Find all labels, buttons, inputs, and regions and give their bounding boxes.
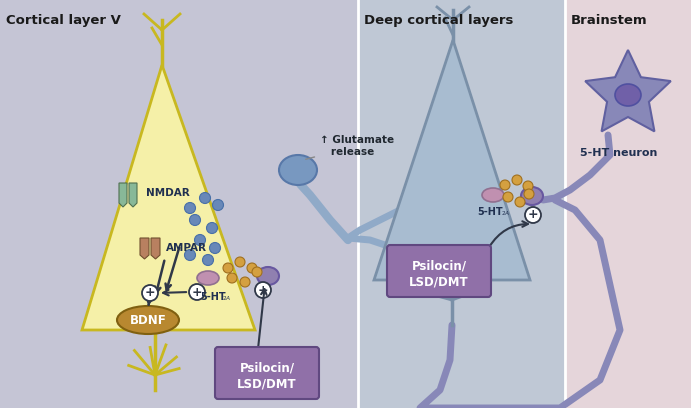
Text: LSD/DMT: LSD/DMT <box>409 275 468 288</box>
Ellipse shape <box>482 188 504 202</box>
Text: +: + <box>258 284 268 297</box>
Circle shape <box>184 250 196 260</box>
Circle shape <box>503 192 513 202</box>
Text: $_{2A}$: $_{2A}$ <box>501 209 511 218</box>
Bar <box>0 0 358 408</box>
Circle shape <box>200 193 211 204</box>
Text: Psilocin/: Psilocin/ <box>240 361 294 375</box>
Text: Brainstem: Brainstem <box>571 14 647 27</box>
Text: AMPAR: AMPAR <box>166 243 207 253</box>
Text: Psilocin/: Psilocin/ <box>412 259 466 273</box>
Circle shape <box>240 277 250 287</box>
Text: 5-HT: 5-HT <box>200 292 226 302</box>
Circle shape <box>207 222 218 233</box>
Circle shape <box>235 257 245 267</box>
Text: +: + <box>144 286 155 299</box>
Text: 5-HT neuron: 5-HT neuron <box>580 148 657 158</box>
Circle shape <box>255 282 271 298</box>
Text: Deep cortical layers: Deep cortical layers <box>364 14 513 27</box>
Text: $_{2A}$: $_{2A}$ <box>222 294 231 303</box>
Polygon shape <box>374 40 530 280</box>
Polygon shape <box>151 238 160 259</box>
Circle shape <box>512 175 522 185</box>
Circle shape <box>189 284 205 300</box>
Circle shape <box>194 235 205 246</box>
Circle shape <box>525 207 541 223</box>
Text: +: + <box>191 286 202 299</box>
Text: Cortical layer V: Cortical layer V <box>6 14 121 27</box>
Ellipse shape <box>615 84 641 106</box>
Polygon shape <box>129 183 137 207</box>
Circle shape <box>213 200 223 211</box>
Circle shape <box>202 255 214 266</box>
Ellipse shape <box>117 306 179 334</box>
Ellipse shape <box>279 155 317 185</box>
Circle shape <box>142 285 158 301</box>
Text: 5-HT: 5-HT <box>477 207 502 217</box>
Bar <box>565 0 691 408</box>
Ellipse shape <box>257 267 279 285</box>
Circle shape <box>189 215 200 226</box>
FancyBboxPatch shape <box>387 245 491 297</box>
Text: ↑ Glutamate
   release: ↑ Glutamate release <box>305 135 394 159</box>
Polygon shape <box>119 183 127 207</box>
Circle shape <box>500 180 510 190</box>
Circle shape <box>252 267 262 277</box>
Text: BDNF: BDNF <box>130 313 167 326</box>
Ellipse shape <box>197 271 219 285</box>
Bar <box>358 0 565 408</box>
Ellipse shape <box>521 187 543 205</box>
Text: +: + <box>528 208 538 222</box>
Circle shape <box>523 181 533 191</box>
Circle shape <box>247 263 257 273</box>
Text: LSD/DMT: LSD/DMT <box>237 377 297 390</box>
Circle shape <box>515 197 525 207</box>
Polygon shape <box>82 65 255 330</box>
Circle shape <box>209 242 220 253</box>
Circle shape <box>227 273 237 283</box>
Circle shape <box>223 263 233 273</box>
Polygon shape <box>140 238 149 259</box>
Text: NMDAR: NMDAR <box>146 188 190 198</box>
Circle shape <box>524 189 534 199</box>
Circle shape <box>184 202 196 213</box>
Polygon shape <box>585 50 671 131</box>
FancyBboxPatch shape <box>215 347 319 399</box>
